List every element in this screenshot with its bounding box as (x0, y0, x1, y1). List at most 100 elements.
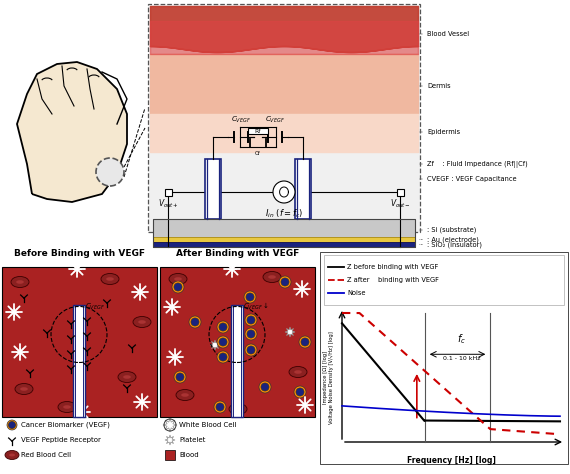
Ellipse shape (294, 370, 302, 374)
Circle shape (246, 293, 254, 301)
Circle shape (174, 283, 182, 291)
Circle shape (172, 281, 184, 293)
Circle shape (261, 383, 269, 391)
Bar (397, 189, 404, 195)
Circle shape (217, 321, 229, 333)
Ellipse shape (229, 403, 247, 414)
Circle shape (219, 323, 227, 331)
Text: Rf: Rf (255, 128, 261, 134)
Circle shape (281, 278, 289, 286)
Circle shape (294, 386, 306, 398)
Bar (160, 267, 315, 417)
Ellipse shape (16, 280, 24, 284)
Bar (320, 252, 568, 464)
Circle shape (214, 401, 226, 413)
Ellipse shape (289, 366, 307, 377)
Circle shape (247, 330, 255, 338)
Text: Frequency [Hz] [log]: Frequency [Hz] [log] (406, 456, 495, 465)
Ellipse shape (169, 273, 187, 284)
Text: Impedance [Ω] [log]
Voltage Noise Density [V/√Hz] [log]: Impedance [Ω] [log] Voltage Noise Densit… (323, 331, 334, 424)
Text: After Binding with VEGF: After Binding with VEGF (176, 248, 299, 257)
Circle shape (7, 420, 17, 430)
Circle shape (9, 421, 15, 428)
Ellipse shape (9, 454, 15, 456)
Bar (248, 128, 268, 134)
Text: Dermis: Dermis (427, 83, 451, 89)
Text: Epidermis: Epidermis (427, 129, 460, 135)
Ellipse shape (123, 375, 131, 379)
Circle shape (273, 181, 295, 203)
Text: Cancer Biomarker (VEGF): Cancer Biomarker (VEGF) (21, 422, 110, 428)
Text: Zf    : Fluid Impedance (Rf||Cf): Zf : Fluid Impedance (Rf||Cf) (427, 161, 528, 167)
Ellipse shape (11, 276, 29, 288)
Circle shape (219, 338, 227, 346)
Bar (73, 304, 85, 417)
Text: $C_{VEGF}$: $C_{VEGF}$ (265, 115, 285, 125)
Ellipse shape (133, 317, 151, 328)
Text: Cf: Cf (255, 151, 261, 156)
Text: Z before binding with VEGF: Z before binding with VEGF (347, 264, 438, 270)
Bar (165, 189, 172, 195)
Bar (165, 450, 175, 460)
Bar (153, 219, 415, 237)
Circle shape (247, 346, 255, 354)
Circle shape (245, 314, 257, 326)
Ellipse shape (263, 272, 281, 283)
Text: $f_c$: $f_c$ (457, 332, 466, 346)
Bar (2, 267, 157, 417)
Text: $C_{VEGF}$: $C_{VEGF}$ (85, 301, 105, 311)
Ellipse shape (181, 393, 189, 397)
Circle shape (217, 336, 229, 348)
Text: White Blood Cell: White Blood Cell (179, 422, 237, 428)
Ellipse shape (118, 372, 136, 383)
Circle shape (299, 336, 311, 348)
Text: : Au (electrode): : Au (electrode) (427, 236, 479, 243)
Bar (153, 242, 415, 247)
Ellipse shape (176, 390, 194, 401)
Circle shape (219, 353, 227, 361)
Text: : SiO₂ (insulator): : SiO₂ (insulator) (427, 241, 482, 248)
Ellipse shape (63, 405, 71, 409)
Text: Noise: Noise (347, 290, 365, 296)
Circle shape (279, 276, 291, 288)
Bar (153, 237, 415, 242)
Ellipse shape (234, 407, 242, 411)
Circle shape (217, 351, 229, 363)
Text: Before Binding with VEGF: Before Binding with VEGF (14, 248, 145, 257)
Ellipse shape (5, 450, 19, 459)
Text: VEGF Peptide Receptor: VEGF Peptide Receptor (21, 437, 101, 443)
Text: Red Blood Cell: Red Blood Cell (21, 452, 71, 458)
Text: 0.1 - 10 kHz: 0.1 - 10 kHz (443, 356, 481, 361)
Circle shape (189, 316, 201, 328)
Text: $C_{VEGF}$: $C_{VEGF}$ (231, 115, 251, 125)
Bar (153, 219, 415, 247)
Ellipse shape (20, 387, 28, 391)
Circle shape (245, 344, 257, 356)
Ellipse shape (268, 275, 276, 279)
Circle shape (216, 403, 224, 411)
Circle shape (247, 316, 255, 324)
Ellipse shape (101, 273, 119, 284)
Circle shape (245, 328, 257, 340)
Text: $I_{in}\ (f = f_c)$: $I_{in}\ (f = f_c)$ (265, 207, 303, 219)
Polygon shape (165, 435, 175, 445)
Bar (231, 304, 243, 417)
Circle shape (244, 291, 256, 303)
Ellipse shape (15, 383, 33, 394)
Text: Blood Vessel: Blood Vessel (427, 31, 469, 37)
Ellipse shape (106, 277, 114, 281)
Polygon shape (17, 62, 127, 202)
Ellipse shape (58, 401, 76, 412)
Circle shape (301, 338, 309, 346)
Bar (324, 255, 564, 305)
Text: Blood: Blood (179, 452, 198, 458)
Text: : Si (substrate): : Si (substrate) (427, 227, 477, 233)
Ellipse shape (138, 320, 146, 324)
Circle shape (259, 381, 271, 393)
Circle shape (176, 373, 184, 381)
Text: Z after    binding with VEGF: Z after binding with VEGF (347, 277, 439, 283)
Circle shape (96, 158, 124, 186)
Circle shape (191, 318, 199, 326)
Text: $V_{out+}$: $V_{out+}$ (157, 198, 178, 210)
Polygon shape (163, 418, 177, 432)
